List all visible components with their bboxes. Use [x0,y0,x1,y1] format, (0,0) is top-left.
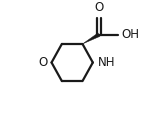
Text: O: O [38,56,47,69]
Text: NH: NH [98,56,115,69]
Text: O: O [94,1,104,14]
Polygon shape [82,33,100,44]
Text: OH: OH [122,28,140,41]
